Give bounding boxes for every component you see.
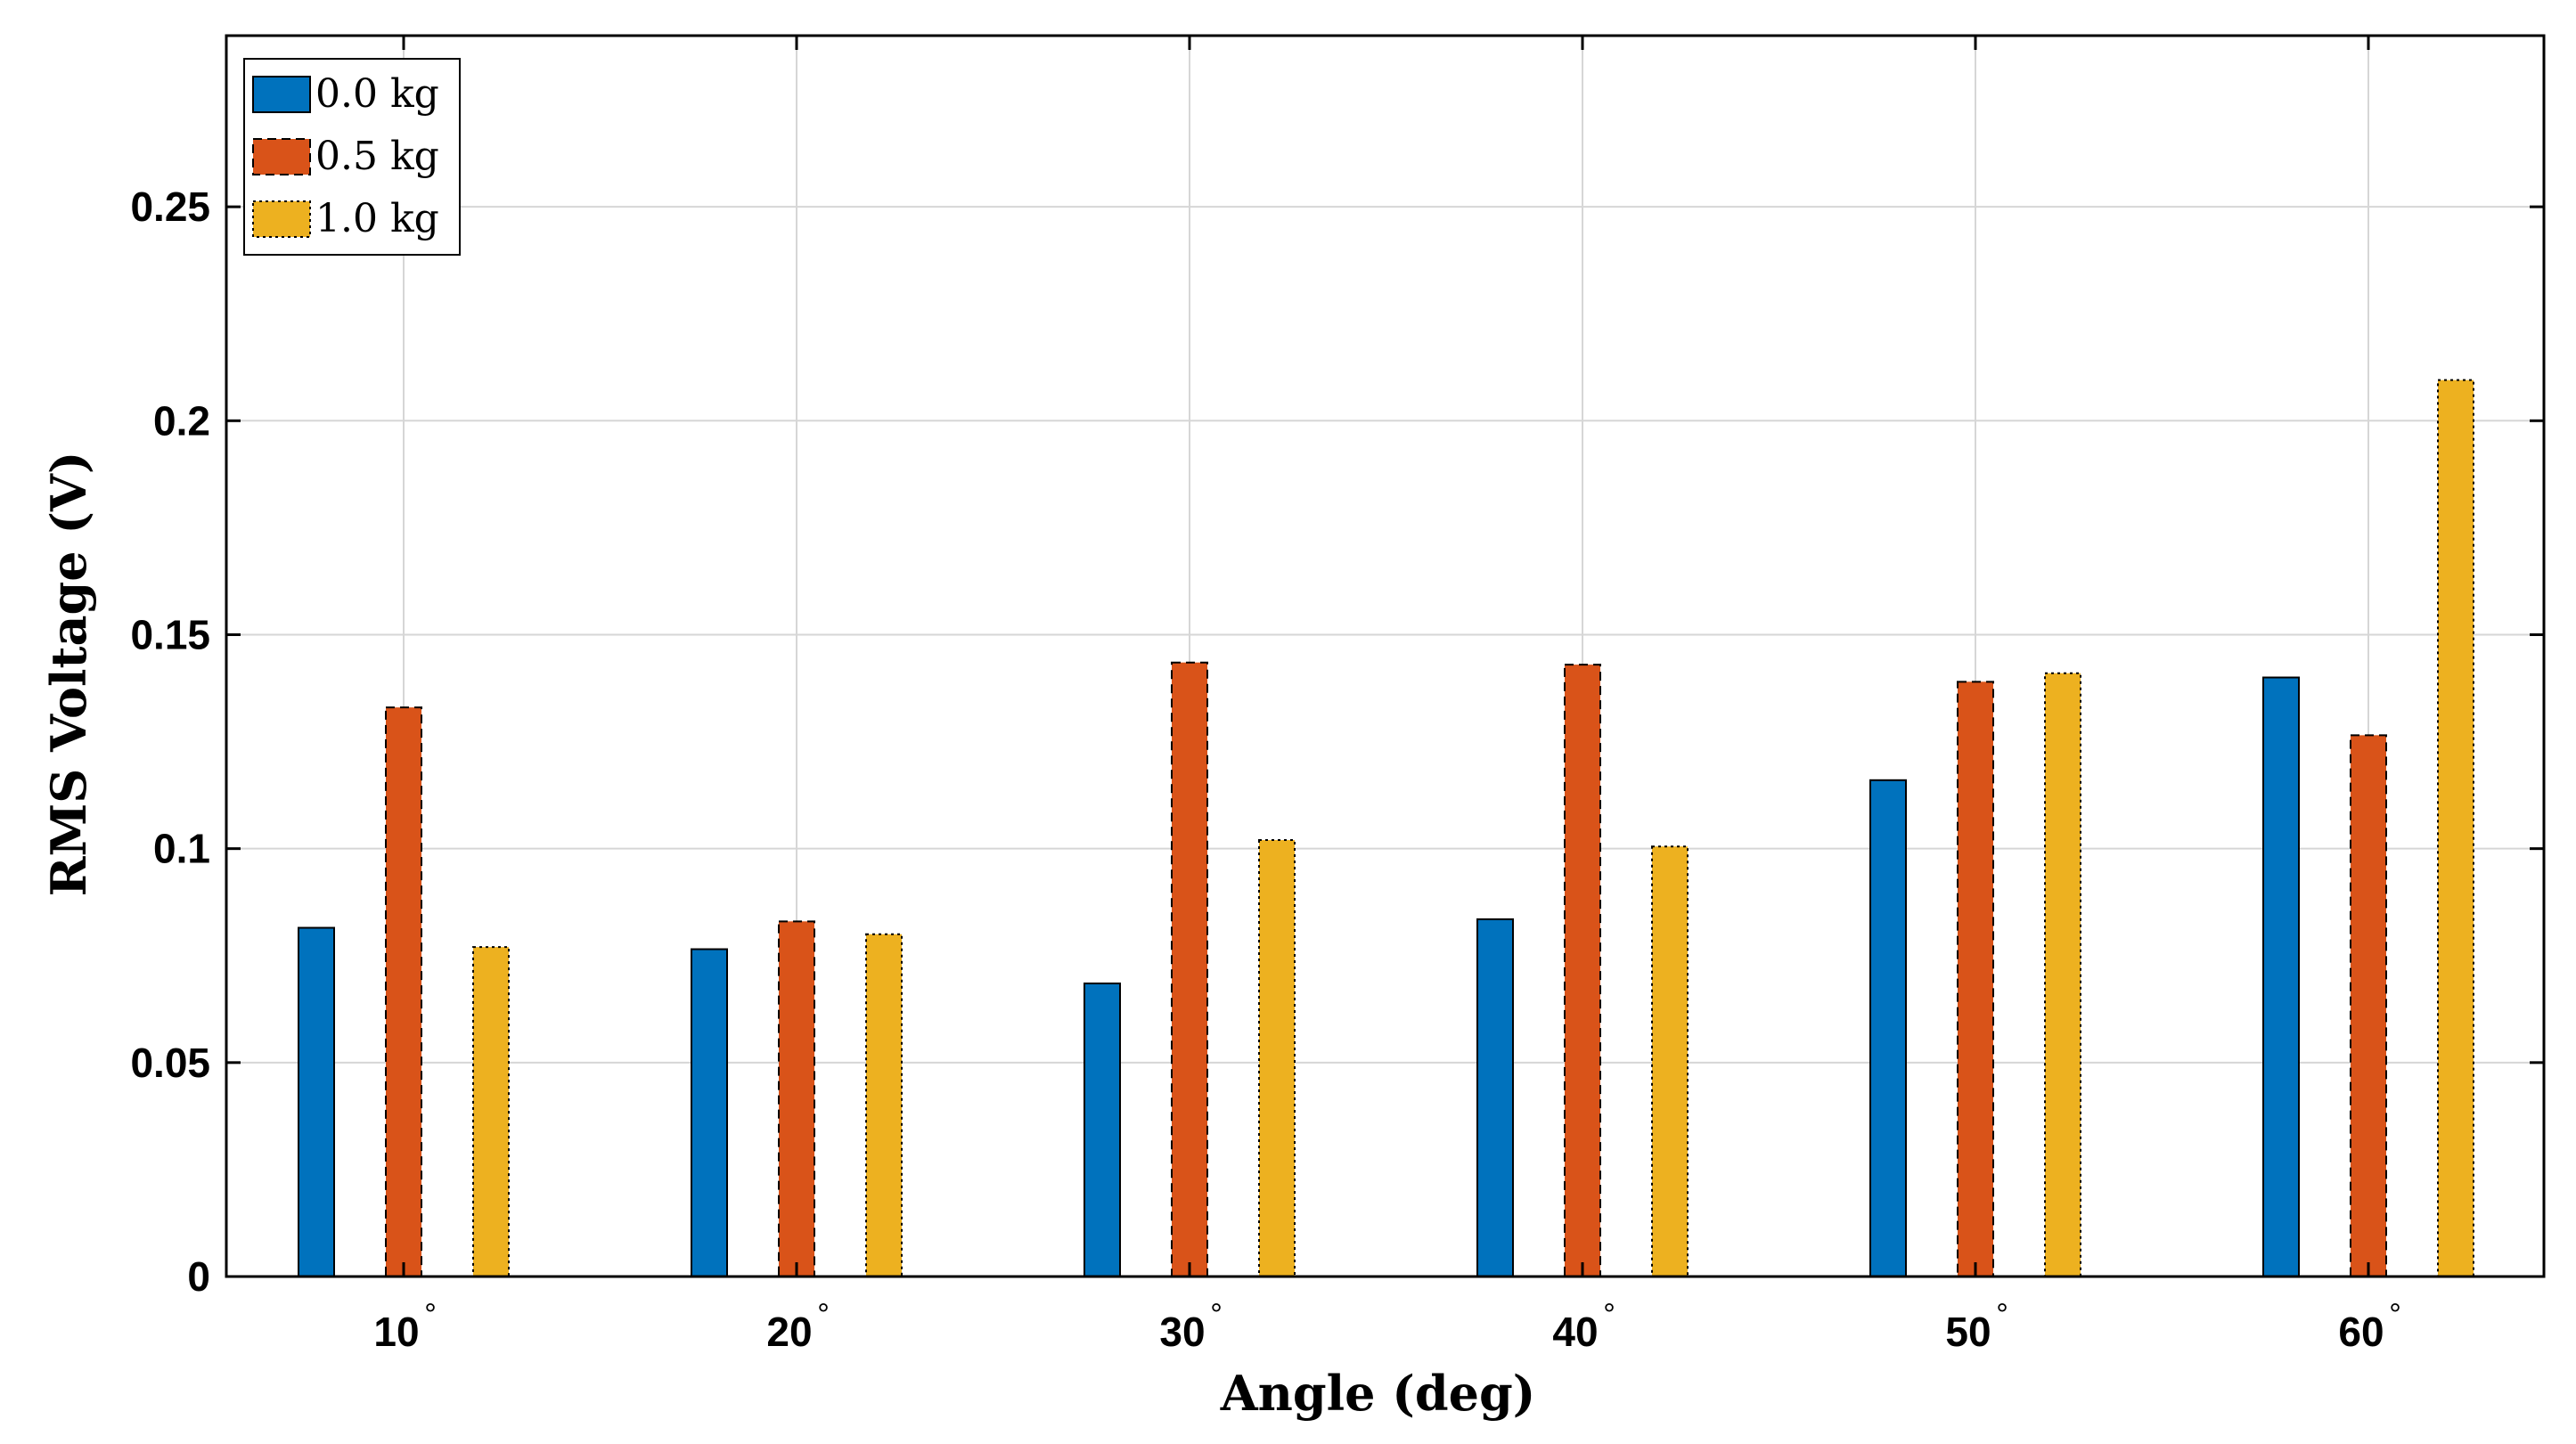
legend-swatch [252, 200, 311, 238]
x-axis-label: Angle (deg) [1220, 1365, 1536, 1422]
degree-symbol: ° [1996, 1298, 2008, 1332]
bar-0-0-kg-40 [1476, 918, 1514, 1278]
axes-box [225, 34, 2546, 1278]
bar-0-0-kg-10 [298, 926, 335, 1277]
bar-0-0-kg-60 [2262, 676, 2300, 1277]
bar-1-0-kg-50 [2044, 672, 2081, 1277]
y-tick-label: 0.05 [130, 1040, 210, 1086]
degree-symbol: ° [1210, 1298, 1223, 1332]
legend-swatch [252, 76, 311, 113]
y-tick-label: 0.1 [153, 826, 210, 872]
x-tick-label: 30 [1159, 1309, 1205, 1355]
legend-label: 1.0 kg [315, 196, 439, 241]
plot-area [226, 36, 2544, 1277]
degree-symbol: ° [424, 1298, 437, 1332]
x-tick-label: 60 [2338, 1309, 2384, 1355]
y-tick-label: 0.2 [153, 397, 210, 444]
bar-1-0-kg-40 [1651, 845, 1689, 1277]
bar-0-0-kg-30 [1084, 982, 1121, 1277]
x-tick-label: 20 [766, 1309, 812, 1355]
bar-0-5-kg-50 [1957, 681, 1994, 1277]
bar-1-0-kg-60 [2437, 379, 2474, 1277]
bar-1-0-kg-30 [1258, 839, 1296, 1277]
degree-symbol: ° [817, 1298, 830, 1332]
bar-0-5-kg-40 [1564, 664, 1601, 1277]
y-tick-label: 0.25 [130, 184, 210, 230]
bar-1-0-kg-20 [865, 933, 903, 1277]
degree-symbol: ° [1603, 1298, 1615, 1332]
bar-0-5-kg-30 [1171, 661, 1208, 1277]
y-tick-label: 0.15 [130, 611, 210, 657]
bar-0-0-kg-20 [691, 948, 728, 1278]
x-tick-label: 10 [373, 1309, 419, 1355]
legend-swatch [252, 138, 311, 175]
bar-0-5-kg-10 [385, 706, 422, 1277]
bar-0-0-kg-50 [1869, 779, 1907, 1277]
legend-label: 0.0 kg [315, 71, 439, 117]
degree-symbol: ° [2389, 1298, 2401, 1332]
bar-1-0-kg-10 [472, 946, 510, 1278]
legend-label: 0.5 kg [315, 134, 439, 179]
bar-0-5-kg-20 [778, 920, 815, 1278]
bar-0-5-kg-60 [2350, 734, 2387, 1277]
x-tick-label: 40 [1552, 1309, 1598, 1355]
y-tick-label: 0 [187, 1253, 210, 1300]
x-tick-label: 50 [1945, 1309, 1991, 1355]
y-axis-label: RMS Voltage (V) [40, 452, 97, 897]
